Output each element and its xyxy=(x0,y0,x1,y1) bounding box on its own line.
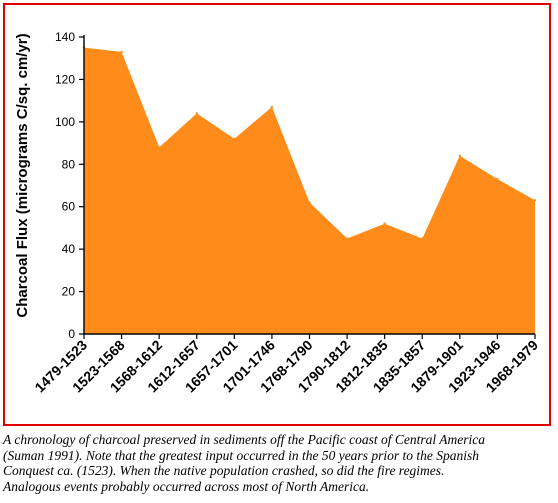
data-point xyxy=(383,222,386,225)
y-tick-label: 140 xyxy=(55,30,75,44)
caption-line: Analogous events probably occurred acros… xyxy=(3,478,370,494)
data-point xyxy=(120,50,123,54)
y-tick-label: 120 xyxy=(55,72,75,86)
data-point xyxy=(158,146,161,149)
data-point xyxy=(308,201,311,204)
data-point xyxy=(270,105,274,109)
y-tick-label: 40 xyxy=(62,242,76,256)
figure-caption: A chronology of charcoal preserved in se… xyxy=(3,432,555,494)
caption-line: A chronology of charcoal preserved in se… xyxy=(3,432,486,447)
data-point xyxy=(345,237,349,240)
area-series xyxy=(84,47,535,334)
data-point xyxy=(421,237,424,240)
data-point xyxy=(496,177,499,181)
data-point xyxy=(195,112,198,115)
y-tick-label: 0 xyxy=(68,327,75,341)
area-chart: 0204060801001201401479-15231523-15681568… xyxy=(14,30,541,395)
caption-line: (Suman 1991). Note that the greatest inp… xyxy=(3,447,479,463)
data-point xyxy=(233,137,236,140)
y-tick-label: 20 xyxy=(62,285,76,299)
y-tick-label: 60 xyxy=(62,200,76,214)
figure-frame: 0 20 40 60 80 100 120 140 1479-1523 1523-1568 1568… xyxy=(3,3,551,426)
y-tick-label: 80 xyxy=(62,157,76,171)
caption-line: Conquest ca. (1523). When the native pop… xyxy=(3,463,445,478)
data-point xyxy=(458,154,461,157)
y-tick-label: 100 xyxy=(55,115,75,129)
data-point xyxy=(533,199,537,202)
y-axis-title: Charcoal Flux (micrograms C/sq. cm/yr) xyxy=(14,33,31,317)
